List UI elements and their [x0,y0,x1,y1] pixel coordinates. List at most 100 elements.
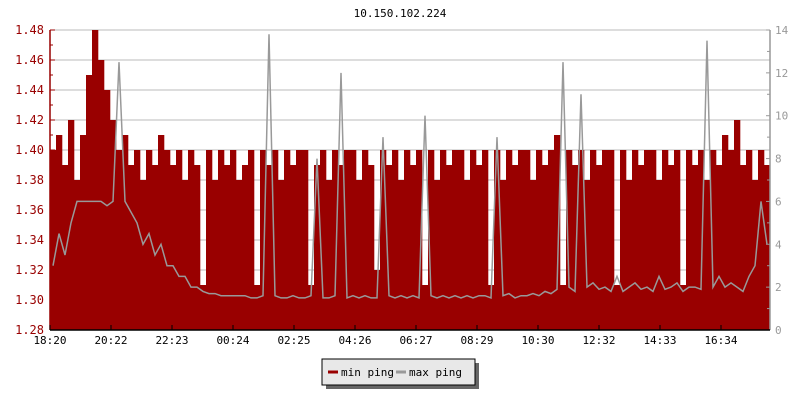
min-ping-bar [308,285,315,330]
min-ping-bar [92,30,99,330]
min-ping-bar [512,165,519,330]
min-ping-bar [662,150,669,330]
min-ping-bar [194,165,201,330]
min-ping-bar [764,165,771,330]
x-tick-label: 06:27 [399,334,432,347]
min-ping-bar [590,150,597,330]
min-ping-bar [524,150,531,330]
min-ping-bar [212,180,219,330]
min-ping-bar [122,135,129,330]
min-ping-bar [362,150,369,330]
min-ping-bar [56,135,63,330]
min-ping-bar [692,165,699,330]
min-ping-bar [704,180,711,330]
min-ping-bar [284,150,291,330]
min-ping-bar [116,150,123,330]
left-tick-label: 1.38 [15,173,44,187]
min-ping-bar [206,150,213,330]
min-ping-bar [272,150,279,330]
min-ping-bar [290,165,297,330]
min-ping-bar [560,285,567,330]
min-ping-bar [734,120,741,330]
min-ping-bar [536,150,543,330]
left-tick-label: 1.44 [15,83,44,97]
x-tick-label: 18:20 [33,334,66,347]
min-ping-bar [350,150,357,330]
min-ping-bar [572,165,579,330]
min-ping-bar [320,150,327,330]
x-tick-label: 10:30 [521,334,554,347]
min-ping-bar [410,165,417,330]
min-ping-bar [530,180,537,330]
min-ping-bar [110,120,117,330]
right-tick-label: 12 [775,67,788,80]
min-ping-bar [158,135,165,330]
min-ping-bar [548,150,555,330]
min-ping-bar [740,165,747,330]
min-ping-bar [332,150,339,330]
min-ping-bar [476,165,483,330]
min-ping-bar [338,165,345,330]
min-ping-bar [566,150,573,330]
min-ping-bar [656,180,663,330]
left-tick-label: 1.32 [15,263,44,277]
x-tick-label: 04:26 [338,334,371,347]
min-ping-bar [686,150,693,330]
min-ping-bar [716,165,723,330]
min-ping-bar [296,150,303,330]
min-ping-bar [98,60,105,330]
min-ping-bar [404,150,411,330]
min-ping-bar [458,150,465,330]
chart-title: 10.150.102.224 [354,7,447,20]
min-ping-bar [242,165,249,330]
min-ping-bar [302,150,309,330]
min-ping-bar [680,285,687,330]
min-ping-bar [578,150,585,330]
min-ping-bar [152,165,159,330]
min-ping-bar [230,150,237,330]
min-ping-bar [638,165,645,330]
min-ping-bar [608,150,615,330]
left-tick-label: 1.30 [15,293,44,307]
min-ping-bar [542,165,549,330]
max-ping-line [52,34,768,299]
min-ping-bar [176,150,183,330]
right-tick-label: 14 [775,24,789,37]
min-ping-bar [368,165,375,330]
x-tick-label: 08:29 [460,334,493,347]
min-ping-bar [398,180,405,330]
min-ping-bar [500,180,507,330]
min-ping-bar [422,285,429,330]
min-ping-bar [170,165,177,330]
min-ping-bar [494,150,501,330]
min-ping-bar [758,150,765,330]
min-ping-bar [74,180,81,330]
min-ping-bar [128,165,135,330]
min-ping-bar [650,150,657,330]
min-ping-bar [248,150,255,330]
min-ping-bar [602,150,609,330]
left-tick-label: 1.42 [15,113,44,127]
min-ping-bar [518,150,525,330]
min-ping-bar [392,150,399,330]
x-tick-label: 14:33 [643,334,676,347]
right-tick-label: 0 [775,324,782,337]
min-ping-bar [146,150,153,330]
min-ping-bar [104,90,111,330]
right-tick-label: 2 [775,281,782,294]
right-tick-label: 10 [775,110,788,123]
min-ping-bar [218,150,225,330]
min-ping-bar [188,150,195,330]
min-ping-bar [416,150,423,330]
min-ping-bar [140,180,147,330]
min-ping-bar [632,150,639,330]
min-ping-bar [134,150,141,330]
min-ping-bar [482,150,489,330]
min-ping-bar [464,180,471,330]
legend-label-min: min ping [341,366,394,379]
min-ping-bar [698,150,705,330]
min-ping-bar [278,180,285,330]
min-ping-bar [596,165,603,330]
min-ping-bar [674,150,681,330]
